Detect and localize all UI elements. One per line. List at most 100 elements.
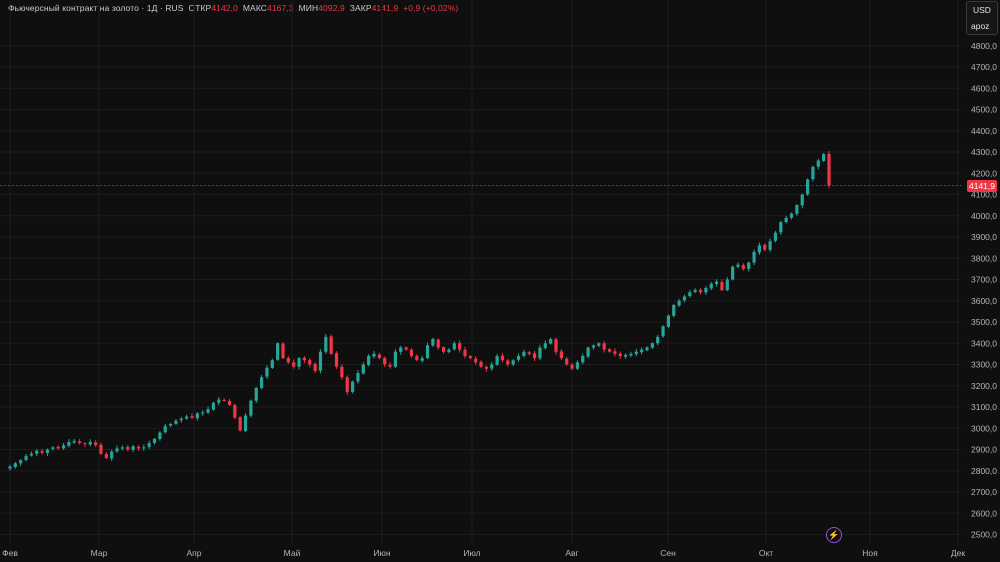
- x-tick-label: Фев: [2, 548, 18, 558]
- y-tick-label: 4100,0: [971, 190, 997, 200]
- x-tick-label: Дек: [951, 548, 965, 558]
- candle-body: [324, 336, 328, 352]
- candle-body: [747, 262, 751, 269]
- candle-body: [399, 347, 403, 352]
- candle-body: [441, 347, 446, 352]
- candle-body: [238, 417, 242, 431]
- candle-body: [645, 347, 649, 351]
- candle-body: [704, 288, 708, 293]
- candle-body: [377, 354, 381, 359]
- last-price-label: 4141,9: [967, 179, 997, 192]
- unit-label: apoz: [971, 21, 990, 31]
- currency-unit-button[interactable]: USD apoz: [966, 1, 998, 35]
- candle-body: [313, 364, 317, 371]
- open-label: ОТКР: [188, 3, 212, 13]
- lightning-icon[interactable]: ⚡: [826, 527, 842, 543]
- candle-body: [88, 442, 92, 445]
- y-tick-label: 2500,0: [971, 530, 997, 540]
- candle-body: [452, 343, 456, 350]
- candle-body: [367, 356, 371, 365]
- candle-body: [372, 353, 376, 357]
- candle-body: [350, 381, 355, 392]
- open-value: 4142,0: [211, 3, 238, 13]
- candle-body: [516, 356, 521, 360]
- time-axis[interactable]: Фев Мар Апр Май Июн Июл Авг Сен Окт Ноя Дек: [2, 548, 965, 558]
- candle-body: [693, 290, 697, 292]
- grid: [0, 0, 962, 543]
- candle-body: [292, 362, 296, 367]
- candle-body: [495, 356, 499, 365]
- candle-body: [168, 424, 173, 426]
- candle-body: [415, 355, 419, 361]
- candle-body: [650, 343, 654, 348]
- candle-body: [174, 420, 178, 424]
- candle-body: [800, 194, 804, 206]
- x-tick-label: Апр: [187, 548, 202, 558]
- candle-body: [602, 343, 606, 350]
- candle-body: [527, 352, 531, 354]
- candle-body: [773, 232, 778, 241]
- candle-body: [40, 450, 44, 453]
- candle-body: [61, 445, 66, 449]
- y-tick-label: 4700,0: [971, 62, 997, 72]
- candle-body: [731, 266, 735, 280]
- y-tick-label: 3600,0: [971, 296, 997, 306]
- candle-body: [142, 447, 146, 449]
- candle-body: [259, 377, 264, 388]
- candle-body: [13, 463, 17, 467]
- candle-body: [816, 160, 820, 167]
- x-tick-label: Сен: [660, 548, 676, 558]
- candle-body: [24, 455, 28, 461]
- candle-body: [532, 353, 537, 359]
- candle-body: [591, 345, 596, 348]
- candle-body: [77, 441, 82, 444]
- price-axis[interactable]: 2500,0 2600,0 2700,0 2800,0 2900,0 3000,0 3100…: [971, 41, 997, 540]
- candle-body: [811, 166, 815, 180]
- candle-body: [490, 364, 494, 369]
- candle-body: [345, 377, 349, 393]
- y-tick-label: 2900,0: [971, 445, 997, 455]
- candle-body: [334, 353, 339, 367]
- candle-body: [190, 416, 194, 418]
- candle-body: [249, 400, 253, 416]
- candle-body: [522, 351, 526, 356]
- candle-body: [484, 366, 489, 369]
- candle-body: [104, 454, 108, 458]
- y-tick-label: 3300,0: [971, 360, 997, 370]
- candle-body: [805, 179, 810, 195]
- candle-body: [736, 264, 740, 267]
- candle-body: [158, 432, 162, 440]
- candle-body: [538, 347, 542, 359]
- candle-body: [672, 305, 676, 316]
- candle-body: [752, 251, 756, 263]
- candle-body: [83, 443, 87, 445]
- candles: [8, 151, 831, 471]
- candle-body: [607, 349, 612, 352]
- candle-body: [56, 446, 60, 449]
- candle-body: [131, 446, 135, 450]
- candle-body: [827, 153, 831, 186]
- high-value: 4167,3: [267, 3, 294, 13]
- candle-body: [136, 446, 141, 449]
- candle-body: [789, 213, 794, 218]
- currency-label: USD: [973, 5, 991, 15]
- candle-body: [468, 356, 472, 359]
- candle-body: [570, 364, 574, 369]
- y-tick-label: 4000,0: [971, 211, 997, 221]
- y-tick-label: 4500,0: [971, 105, 997, 115]
- candle-body: [185, 416, 189, 419]
- candle-body: [29, 453, 34, 456]
- candle-body: [640, 349, 644, 353]
- candle-body: [19, 460, 23, 464]
- candle-body: [233, 405, 237, 418]
- candle-body: [206, 409, 210, 413]
- candle-body: [340, 366, 344, 378]
- candle-body: [613, 351, 617, 354]
- candle-body: [634, 351, 638, 355]
- candle-body: [725, 279, 729, 291]
- x-tick-label: Мар: [91, 548, 108, 558]
- candle-body: [179, 418, 183, 421]
- candle-body: [506, 360, 510, 365]
- candle-body: [543, 343, 547, 349]
